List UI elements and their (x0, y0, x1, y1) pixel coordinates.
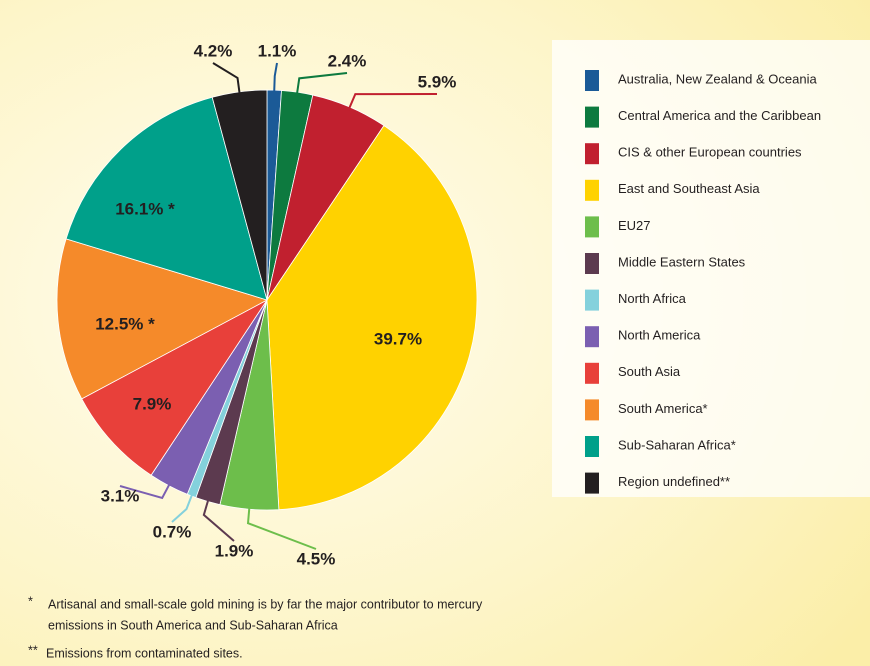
labels: 1.1% 2.4% 5.9% 39.7% 4.5% 1.9% 0.7% 3.1% 7.9% 12.… (95, 41, 456, 568)
leader-line (347, 93, 438, 112)
data-label: 0.7% (153, 522, 192, 541)
note-marker: ** (28, 643, 38, 657)
legend-label: Sub-Saharan Africa* (618, 437, 736, 452)
note-marker: * (28, 594, 33, 608)
legend-label: North America (618, 328, 701, 343)
note-text: emissions in South America and Sub-Sahar… (48, 618, 338, 632)
leader-line (171, 491, 194, 523)
data-label: 39.7% (374, 329, 422, 348)
pie-slice (81, 299, 268, 476)
legend: Australia, New Zealand & Oceania Central … (585, 70, 821, 494)
pie (56, 89, 478, 511)
legend-label: EU27 (618, 218, 651, 233)
data-label: 12.5% * (95, 314, 155, 333)
data-label: 7.9% (133, 394, 172, 413)
legend-label: Middle Eastern States (618, 254, 746, 269)
legend-box (552, 40, 870, 497)
pie-slice (56, 238, 269, 400)
leader-line (119, 481, 172, 500)
legend-swatch (585, 253, 599, 274)
data-label: 3.1% (101, 486, 140, 505)
legend-swatch (585, 436, 599, 457)
legend-label: North Africa (618, 291, 687, 306)
note-text: Artisanal and small-scale gold mining is… (48, 597, 483, 611)
legend-label: Central America and the Caribbean (618, 108, 821, 123)
data-label: 2.4% (328, 51, 367, 70)
data-label: 4.2% (194, 41, 233, 60)
legend-label: East and Southeast Asia (618, 181, 760, 196)
legend-swatch (585, 216, 599, 238)
legend-swatch (585, 106, 599, 128)
legend-swatch (585, 399, 599, 421)
data-label: 5.9% (418, 72, 457, 91)
legend-swatch (585, 472, 599, 494)
legend-swatch (585, 143, 599, 165)
data-label: 4.5% (297, 549, 336, 568)
data-label: 16.1% * (115, 199, 175, 218)
legend-label: CIS & other European countries (618, 145, 802, 160)
legend-swatch (585, 326, 599, 348)
pie-slice (65, 96, 268, 301)
notes: * Artisanal and small-scale gold mining i… (28, 594, 483, 660)
leader-line (202, 497, 235, 542)
leader-line (273, 62, 278, 95)
legend-label: Region undefined** (618, 474, 730, 489)
pie-slice (266, 125, 478, 511)
legend-label: Australia, New Zealand & Oceania (618, 71, 817, 86)
legend-label: South Asia (618, 364, 681, 379)
legend-swatch (585, 289, 599, 311)
data-label: 1.9% (215, 541, 254, 560)
legend-swatch (585, 70, 599, 91)
leader-line (246, 505, 317, 550)
legend-swatch (585, 179, 599, 201)
legend-swatch (585, 362, 599, 384)
note-text: Emissions from contaminated sites. (46, 646, 243, 660)
data-label: 1.1% (258, 41, 297, 60)
leader-line (295, 72, 348, 97)
leader-line (212, 62, 241, 96)
legend-label: South America* (618, 401, 708, 416)
